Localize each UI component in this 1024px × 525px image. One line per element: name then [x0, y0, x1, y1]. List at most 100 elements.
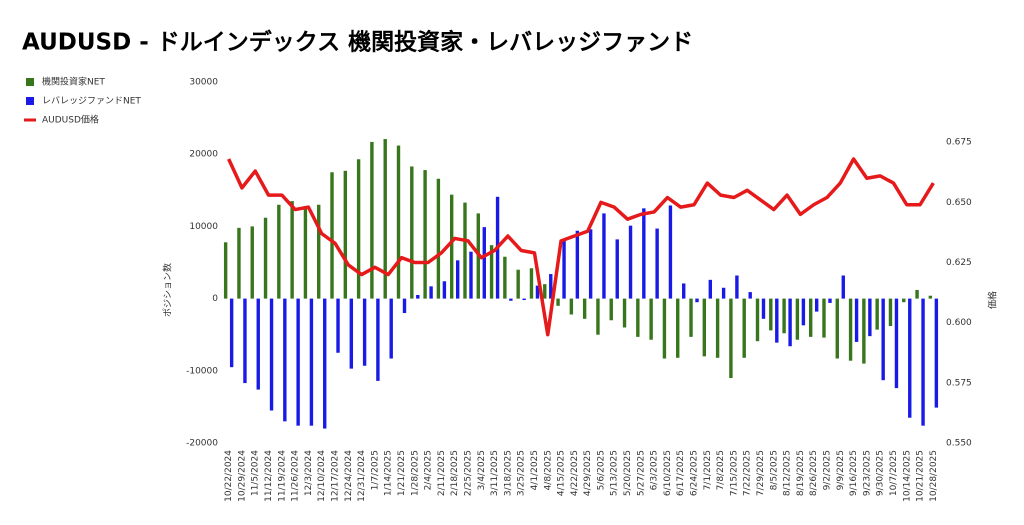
y-axis-label: ポジション数 — [162, 263, 174, 317]
bar — [370, 141, 374, 299]
bar — [356, 159, 361, 299]
bar — [788, 298, 792, 347]
bar — [309, 298, 314, 426]
bar — [330, 172, 334, 299]
x-tick-label: 3/11/2025 — [490, 450, 500, 496]
x-tick-label: 7/15/2025 — [729, 450, 739, 496]
bar — [469, 251, 473, 299]
bar — [775, 298, 779, 343]
bar — [769, 298, 773, 331]
bar — [915, 289, 919, 299]
x-tick-label: 2/18/2025 — [450, 450, 460, 496]
x-tick-label: 9/16/2025 — [849, 450, 859, 496]
bar — [436, 178, 441, 299]
bar — [383, 139, 387, 299]
bar — [676, 298, 680, 358]
bar — [841, 275, 845, 299]
bar — [582, 298, 587, 319]
bar — [862, 298, 866, 364]
y2-tick-label: 0.550 — [946, 439, 972, 449]
x-tick-label: 8/19/2025 — [796, 450, 806, 496]
bar — [489, 245, 494, 299]
x-tick-label: 4/1/2025 — [530, 450, 540, 490]
bar — [250, 226, 254, 299]
y2-axis-label: 価格 — [987, 291, 999, 309]
bar — [742, 298, 746, 358]
y2-tick-label: 0.650 — [946, 198, 972, 208]
y-tick-label: -10000 — [186, 366, 218, 376]
x-tick-label: 6/10/2025 — [663, 450, 673, 496]
bar — [376, 298, 380, 381]
x-tick-label: 12/24/2024 — [344, 450, 354, 502]
x-tick-label: 12/31/2024 — [357, 450, 367, 502]
bar — [708, 279, 713, 299]
bar — [516, 269, 520, 299]
x-tick-label: 5/6/2025 — [596, 450, 606, 490]
bar — [402, 298, 407, 314]
bar — [715, 298, 720, 358]
bar — [389, 298, 393, 359]
bar — [835, 298, 839, 359]
x-tick-label: 6/3/2025 — [650, 450, 660, 490]
bar — [622, 298, 627, 328]
bar — [602, 213, 606, 299]
bar — [396, 145, 401, 299]
x-tick-label: 3/25/2025 — [517, 450, 527, 496]
bar — [921, 298, 925, 426]
x-tick-label: 3/4/2025 — [477, 450, 487, 490]
bar — [808, 298, 813, 337]
x-tick-label: 11/12/2024 — [264, 450, 274, 502]
bar — [296, 298, 300, 426]
bar — [662, 298, 667, 359]
bar — [503, 256, 507, 299]
bar — [317, 204, 321, 299]
bar — [410, 166, 414, 299]
legend-label: 機関投資家NET — [42, 76, 105, 88]
bar — [349, 298, 354, 369]
x-tick-label: 11/19/2024 — [277, 450, 287, 502]
x-tick-label: 4/8/2025 — [543, 450, 553, 490]
bar — [801, 298, 806, 326]
bar — [668, 205, 673, 299]
x-tick-label: 1/7/2025 — [370, 450, 380, 490]
bar — [735, 275, 739, 299]
line — [227, 157, 935, 337]
bar — [822, 298, 826, 338]
bar — [543, 284, 547, 299]
bar — [290, 201, 294, 299]
bar — [343, 170, 348, 299]
x-tick-label: 7/29/2025 — [756, 450, 766, 496]
bar — [928, 295, 933, 299]
legend-label: AUDUSD価格 — [42, 114, 99, 126]
bar — [854, 298, 859, 342]
x-tick-label: 6/17/2025 — [676, 450, 686, 496]
x-tick-label: 7/22/2025 — [743, 450, 753, 496]
bar — [782, 298, 786, 334]
x-tick-label: 5/20/2025 — [623, 450, 633, 496]
bar — [277, 204, 281, 299]
x-tick-label: 9/2/2025 — [822, 450, 832, 490]
y2-tick-label: 0.575 — [946, 378, 972, 388]
x-tick-label: 8/5/2025 — [769, 450, 779, 490]
bar — [229, 298, 234, 368]
x-tick-label: 12/17/2024 — [331, 450, 341, 502]
y-tick-label: 0 — [212, 294, 218, 304]
bar — [223, 242, 228, 299]
x-tick-label: 12/3/2024 — [304, 450, 314, 496]
y2-tick-label: 0.625 — [946, 258, 972, 268]
bar — [243, 298, 247, 384]
y-tick-label: -20000 — [186, 439, 218, 449]
x-tick-label: 2/4/2025 — [424, 450, 434, 490]
x-tick-label: 9/30/2025 — [876, 450, 886, 496]
bar — [529, 268, 534, 299]
x-tick-label: 1/28/2025 — [410, 450, 420, 496]
bar — [442, 281, 447, 299]
x-tick-label: 9/9/2025 — [836, 450, 846, 490]
bar — [795, 298, 800, 340]
x-tick-label: 8/12/2025 — [783, 450, 793, 496]
bar — [828, 298, 832, 303]
x-tick-label: 7/1/2025 — [703, 450, 713, 490]
y-tick-label: 10000 — [189, 222, 218, 232]
x-tick-label: 4/15/2025 — [557, 450, 567, 496]
